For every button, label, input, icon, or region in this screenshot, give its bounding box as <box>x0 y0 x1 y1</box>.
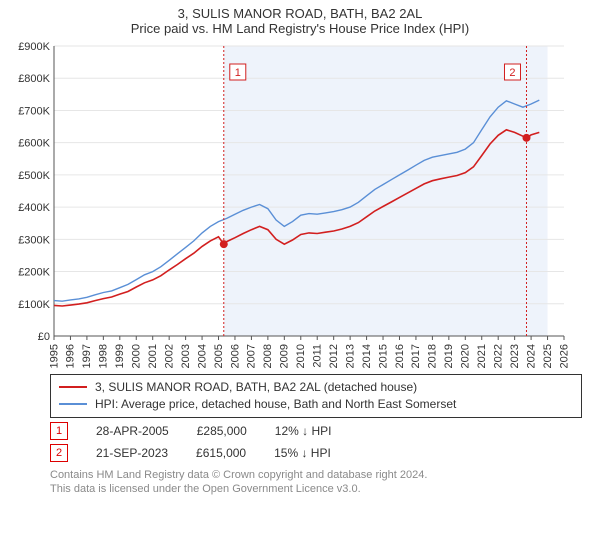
svg-text:2015: 2015 <box>377 344 389 368</box>
svg-text:2012: 2012 <box>328 344 340 368</box>
svg-text:2011: 2011 <box>312 344 324 368</box>
svg-text:2009: 2009 <box>279 344 291 368</box>
legend-item: HPI: Average price, detached house, Bath… <box>59 396 573 413</box>
svg-text:£300K: £300K <box>18 234 50 246</box>
svg-text:£400K: £400K <box>18 202 50 214</box>
legend-item: 3, SULIS MANOR ROAD, BATH, BA2 2AL (deta… <box>59 379 573 396</box>
svg-text:2001: 2001 <box>147 344 159 368</box>
annotation-row: 1 28-APR-2005 £285,000 12% ↓ HPI <box>50 422 590 440</box>
annotation-delta: 15% ↓ HPI <box>274 446 331 460</box>
svg-text:2: 2 <box>509 67 515 79</box>
svg-text:2002: 2002 <box>163 344 175 368</box>
svg-text:2023: 2023 <box>509 344 521 368</box>
annotation-price: £285,000 <box>197 424 247 438</box>
svg-text:1996: 1996 <box>65 344 77 368</box>
annotation-badge: 1 <box>50 422 68 440</box>
annotation-row: 2 21-SEP-2023 £615,000 15% ↓ HPI <box>50 444 590 462</box>
annotation-date: 21-SEP-2023 <box>96 446 168 460</box>
svg-text:£900K: £900K <box>18 41 50 53</box>
annotation-badge: 2 <box>50 444 68 462</box>
svg-text:1: 1 <box>235 67 241 79</box>
svg-text:2022: 2022 <box>492 344 504 368</box>
price-chart: £0 £100K £200K £300K £400K £500K £600K £700K £80… <box>10 40 590 370</box>
svg-text:2006: 2006 <box>229 344 241 368</box>
svg-text:1999: 1999 <box>114 344 126 368</box>
svg-text:2026: 2026 <box>558 344 570 368</box>
annotation-delta: 12% ↓ HPI <box>275 424 332 438</box>
svg-text:£200K: £200K <box>18 267 50 279</box>
footer-attribution: Contains HM Land Registry data © Crown c… <box>50 468 590 498</box>
svg-text:£800K: £800K <box>18 73 50 85</box>
legend: 3, SULIS MANOR ROAD, BATH, BA2 2AL (deta… <box>50 374 582 418</box>
footer-line: This data is licensed under the Open Gov… <box>50 482 590 497</box>
svg-text:2019: 2019 <box>443 344 455 368</box>
svg-text:2025: 2025 <box>542 344 554 368</box>
svg-text:2013: 2013 <box>344 344 356 368</box>
svg-text:2007: 2007 <box>246 344 258 368</box>
svg-text:2005: 2005 <box>213 344 225 368</box>
page-title: 3, SULIS MANOR ROAD, BATH, BA2 2AL <box>10 6 590 21</box>
annotation-price: £615,000 <box>196 446 246 460</box>
svg-text:£0: £0 <box>38 331 50 343</box>
page-subtitle: Price paid vs. HM Land Registry's House … <box>10 21 590 36</box>
svg-text:2020: 2020 <box>460 344 472 368</box>
legend-label: 3, SULIS MANOR ROAD, BATH, BA2 2AL (deta… <box>95 379 417 396</box>
svg-text:2018: 2018 <box>427 344 439 368</box>
svg-text:2003: 2003 <box>180 344 192 368</box>
svg-text:2000: 2000 <box>131 344 143 368</box>
svg-text:1998: 1998 <box>98 344 110 368</box>
svg-text:1997: 1997 <box>81 344 93 368</box>
svg-text:1995: 1995 <box>48 344 60 368</box>
legend-label: HPI: Average price, detached house, Bath… <box>95 396 456 413</box>
svg-text:£700K: £700K <box>18 105 50 117</box>
svg-text:2010: 2010 <box>295 344 307 368</box>
svg-text:2016: 2016 <box>394 344 406 368</box>
svg-text:2017: 2017 <box>410 344 422 368</box>
svg-text:2008: 2008 <box>262 344 274 368</box>
svg-text:2021: 2021 <box>476 344 488 368</box>
svg-text:£500K: £500K <box>18 170 50 182</box>
svg-text:£100K: £100K <box>18 299 50 311</box>
annotation-date: 28-APR-2005 <box>96 424 169 438</box>
svg-text:£600K: £600K <box>18 138 50 150</box>
svg-text:2014: 2014 <box>361 344 373 368</box>
svg-text:2024: 2024 <box>525 344 537 368</box>
footer-line: Contains HM Land Registry data © Crown c… <box>50 468 590 483</box>
svg-text:2004: 2004 <box>196 344 208 368</box>
